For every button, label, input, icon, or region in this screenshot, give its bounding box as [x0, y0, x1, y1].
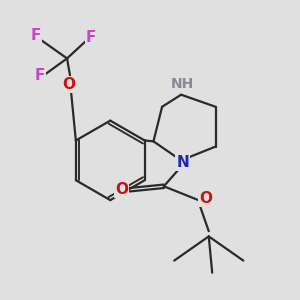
- Text: O: O: [200, 191, 212, 206]
- Text: NH: NH: [171, 77, 194, 91]
- Text: O: O: [115, 182, 128, 197]
- Text: F: F: [31, 28, 41, 44]
- Text: F: F: [34, 68, 45, 83]
- Text: N: N: [176, 154, 189, 169]
- Text: F: F: [86, 30, 96, 45]
- Text: O: O: [62, 77, 75, 92]
